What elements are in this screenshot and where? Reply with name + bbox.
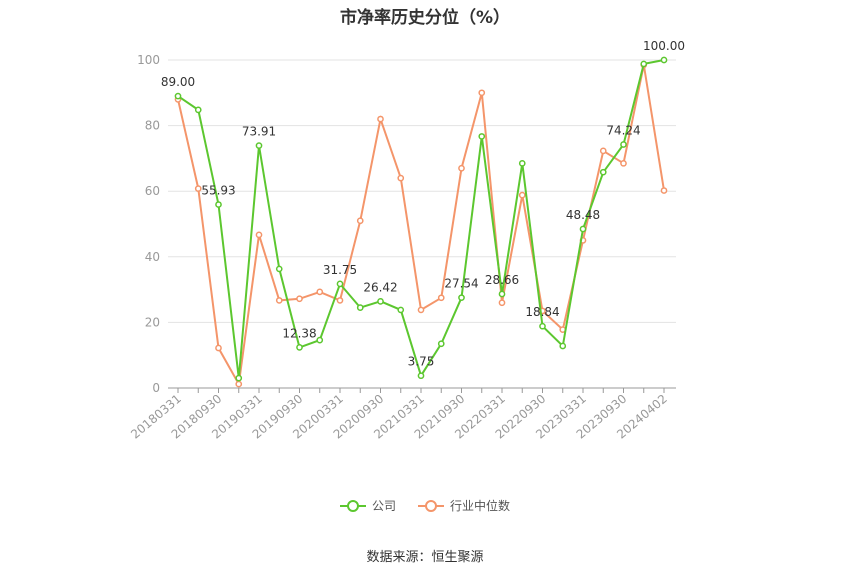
industry-point	[437, 294, 445, 302]
legend-industry-marker-icon	[418, 499, 444, 512]
data-label: 48.48	[566, 208, 600, 222]
industry-point	[296, 295, 303, 303]
legend-item-company[interactable]: 公司	[339, 497, 396, 514]
company-point	[235, 374, 243, 382]
industry-point	[356, 217, 364, 225]
industry-point	[255, 231, 263, 239]
company-point	[478, 133, 486, 140]
legend: 公司 行业中位数	[0, 497, 850, 514]
industry-point	[498, 299, 506, 307]
company-point	[215, 201, 222, 208]
industry-point	[316, 288, 324, 296]
company-point	[599, 168, 607, 176]
company-point	[498, 290, 506, 298]
industry-point	[215, 344, 222, 352]
industry-point	[336, 297, 344, 304]
chart-title: 市净率历史分位（%）	[339, 8, 511, 28]
data-label: 27.54	[444, 277, 478, 291]
company-point	[174, 92, 182, 100]
data-label: 55.93	[201, 184, 235, 198]
company-point	[336, 280, 344, 288]
y-tick-label: 100	[137, 53, 160, 67]
data-label: 31.75	[323, 263, 357, 277]
company-point	[417, 372, 425, 380]
y-tick-label: 80	[145, 119, 160, 133]
series-line-industry	[177, 64, 665, 388]
company-point	[255, 142, 263, 149]
legend-company-label: 公司	[371, 499, 396, 513]
industry-point	[599, 147, 607, 155]
data-label: 74.24	[606, 123, 640, 137]
industry-point	[518, 191, 526, 199]
company-point	[194, 106, 202, 114]
axes: 0204060801002018033120180930201903312019…	[128, 53, 676, 442]
industry-point	[660, 187, 668, 194]
series-lines	[174, 56, 668, 388]
legend-item-industry[interactable]: 行业中位数	[418, 497, 510, 514]
company-point	[458, 294, 465, 302]
grid-lines	[168, 59, 676, 323]
data-label: 73.91	[242, 125, 276, 139]
data-label: 28.66	[485, 273, 519, 287]
company-point	[660, 56, 668, 64]
industry-point	[235, 380, 243, 388]
y-tick-label: 20	[145, 315, 160, 329]
company-point	[356, 304, 364, 311]
y-tick-label: 40	[145, 250, 160, 264]
y-tick-label: 0	[152, 381, 160, 395]
company-point	[377, 297, 384, 305]
industry-point	[377, 115, 384, 123]
industry-point	[478, 89, 486, 97]
y-tick-label: 60	[145, 184, 160, 198]
company-point	[559, 342, 567, 350]
data-label: 12.38	[282, 326, 316, 340]
data-label: 3.75	[408, 355, 435, 369]
data-label: 18.84	[525, 305, 559, 319]
legend-industry-label: 行业中位数	[450, 499, 511, 513]
company-point	[579, 225, 587, 233]
company-point	[518, 159, 526, 167]
company-point	[640, 60, 648, 68]
data-source-note: 数据来源：恒生聚源	[366, 550, 484, 565]
legend-company-marker-icon	[339, 499, 366, 512]
data-label: 100.00	[643, 39, 685, 53]
company-point	[437, 340, 445, 348]
industry-point	[417, 306, 425, 314]
industry-point	[397, 174, 405, 182]
company-point	[620, 141, 627, 148]
company-point	[539, 322, 546, 330]
industry-point	[194, 185, 202, 192]
company-point	[397, 306, 405, 314]
industry-point	[458, 164, 465, 172]
industry-point	[275, 297, 283, 304]
data-labels: 89.00 55.93 73.91 12.38 31.75 26.42 3.75 27.54 2…	[161, 39, 685, 369]
industry-point	[620, 159, 627, 167]
data-label: 26.42	[363, 280, 397, 294]
data-label: 89.00	[161, 75, 195, 89]
company-point	[316, 336, 324, 344]
company-point	[296, 344, 303, 351]
company-point	[275, 265, 283, 273]
